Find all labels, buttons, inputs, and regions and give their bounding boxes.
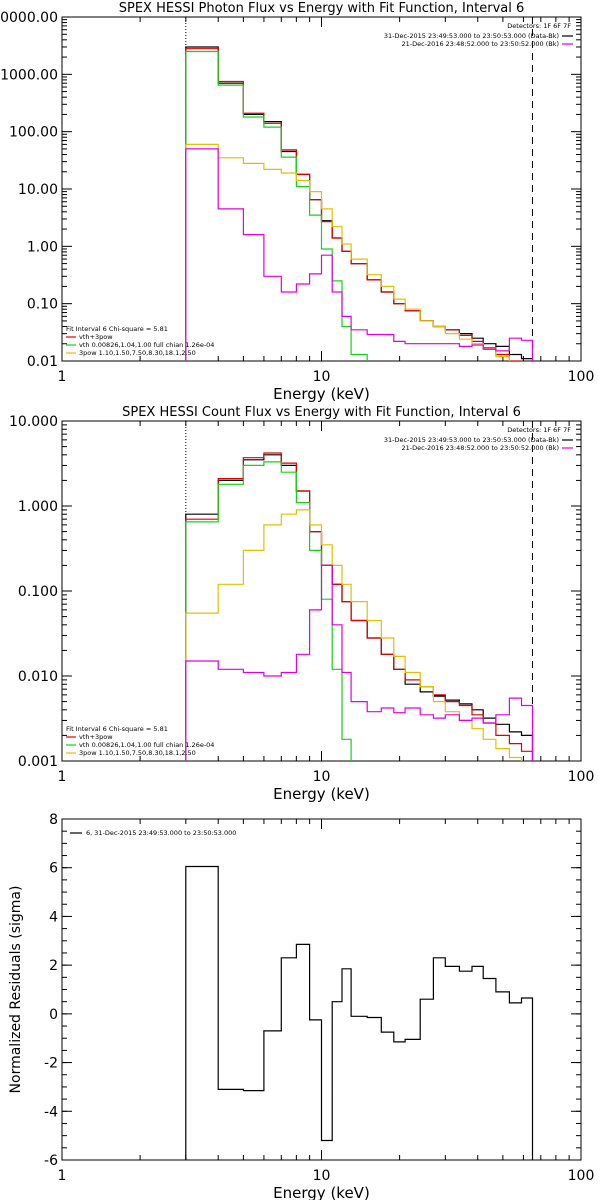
legend-entry: Fit Interval 6 Chi-square = 5.81 bbox=[66, 325, 168, 333]
legend-entry: 21-Dec-2016 23:48:52.000 to 23:50:52.000… bbox=[402, 40, 560, 48]
chart-title: SPEX HESSI Photon Flux vs Energy with Fi… bbox=[119, 1, 525, 16]
plot-frame bbox=[61, 16, 582, 362]
series-group bbox=[185, 452, 534, 761]
y-tick-label: -4 bbox=[44, 1104, 58, 1120]
chart-1: SPEX HESSI Photon Flux vs Energy with Fi… bbox=[0, 1, 595, 403]
legend-entry: 3pow 1.10,1.50,7.50,8.30,18.1,2.50 bbox=[79, 749, 196, 757]
series-line-red bbox=[185, 452, 534, 761]
x-axis-label: Energy (keV) bbox=[273, 1184, 370, 1200]
x-tick-label: 100 bbox=[568, 369, 595, 385]
series-line-magenta bbox=[185, 564, 534, 761]
legend-entry: 6, 31-Dec-2015 23:49:53.000 to 23:50:53.… bbox=[86, 829, 236, 837]
y-tick-label: 1.00 bbox=[27, 239, 58, 255]
x-tick-label: 1 bbox=[58, 369, 67, 385]
y-tick-label: 1000.00 bbox=[0, 67, 58, 83]
legend-entry: vth+3pow bbox=[79, 733, 113, 741]
y-tick-label: 8 bbox=[49, 812, 58, 828]
y-tick-label: 6 bbox=[49, 861, 58, 877]
y-tick-label: 2 bbox=[49, 958, 58, 974]
x-tick-label: 1 bbox=[58, 769, 67, 785]
chart-2: SPEX HESSI Count Flux vs Energy with Fit… bbox=[9, 405, 594, 803]
y-tick-label: 10.00 bbox=[18, 182, 58, 198]
series-line-black bbox=[185, 865, 534, 1160]
series-line-magenta bbox=[185, 148, 534, 361]
y-tick-label: 0.10 bbox=[27, 297, 58, 313]
legend-header: Detectors: 1F 6F 7F bbox=[507, 426, 571, 434]
y-tick-label: 4 bbox=[49, 909, 58, 925]
series-group bbox=[185, 46, 534, 361]
legend-entry: 3pow 1.10,1.50,7.50,8.30,18.1,2.50 bbox=[79, 349, 196, 357]
x-axis-label: Energy (keV) bbox=[273, 785, 370, 803]
legend-entry: vth+3pow bbox=[79, 333, 113, 341]
legend-header: Detectors: 1F 6F 7F bbox=[507, 22, 571, 30]
x-tick-label: 1 bbox=[58, 1168, 67, 1184]
y-tick-label: -6 bbox=[44, 1153, 58, 1169]
x-tick-label: 10 bbox=[313, 769, 331, 785]
legend-entry: vth 0.00826,1.04,1.00 full chian 1.26e-0… bbox=[79, 741, 214, 749]
series-line-yellow bbox=[185, 509, 534, 761]
legend-entry: 31-Dec-2015 23:49:53.000 to 23:50:53.000… bbox=[384, 32, 559, 40]
y-axis-label: Normalized Residuals (sigma) bbox=[8, 886, 24, 1094]
y-tick-label: 0.001 bbox=[18, 754, 58, 770]
y-tick-label: 100.00 bbox=[9, 125, 58, 141]
x-tick-label: 10 bbox=[313, 1168, 331, 1184]
y-tick-label: 0.100 bbox=[18, 584, 58, 600]
series-line-red bbox=[185, 48, 534, 361]
x-tick-label: 100 bbox=[568, 1168, 595, 1184]
y-tick-label: 10.000 bbox=[9, 414, 58, 430]
y-tick-label: 0.01 bbox=[27, 354, 58, 370]
y-tick-label: 1.000 bbox=[18, 499, 58, 515]
x-tick-label: 10 bbox=[313, 369, 331, 385]
y-tick-label: 0 bbox=[49, 1007, 58, 1023]
series-line-green bbox=[185, 461, 534, 761]
y-tick-label: 10000.00 bbox=[0, 10, 58, 26]
legend-entry: 21-Dec-2016 23:48:52.000 to 23:50:52.000… bbox=[402, 444, 560, 452]
series-line-yellow bbox=[185, 143, 534, 361]
chart-title: SPEX HESSI Count Flux vs Energy with Fit… bbox=[122, 405, 521, 420]
legend-entry: vth 0.00826,1.04,1.00 full chian 1.26e-0… bbox=[79, 341, 214, 349]
x-tick-label: 100 bbox=[568, 769, 595, 785]
legend-entry: Fit Interval 6 Chi-square = 5.81 bbox=[66, 725, 168, 733]
series-line-green bbox=[185, 50, 534, 361]
chart-3: 1 10 100 Energy (keV) -6 -4 -2 0 2 4 6 8 Normalized … bbox=[8, 812, 594, 1200]
series-group bbox=[185, 865, 534, 1160]
y-tick-label: -2 bbox=[44, 1056, 58, 1072]
x-axis-label: Energy (keV) bbox=[273, 385, 370, 403]
legend-entry: 31-Dec-2015 23:49:53.000 to 23:50:53.000… bbox=[384, 436, 559, 444]
series-line-black bbox=[185, 46, 534, 361]
y-tick-label: 0.010 bbox=[18, 669, 58, 685]
